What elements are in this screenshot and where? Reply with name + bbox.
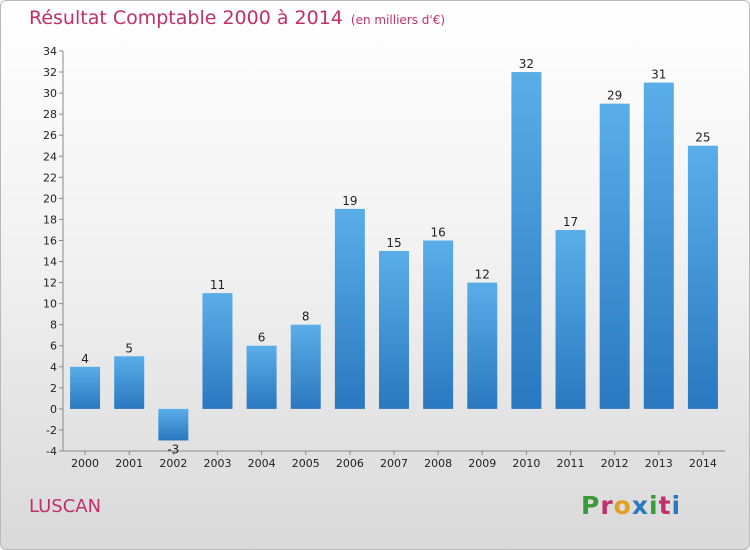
data-label: 29 <box>607 89 622 103</box>
proxiti-logo: Proxiti <box>581 491 681 520</box>
y-tick-label: -2 <box>46 424 57 437</box>
data-label: 5 <box>125 341 133 355</box>
x-tick-label: 2010 <box>512 457 540 470</box>
x-tick-label: 2003 <box>203 457 231 470</box>
x-tick-label: 2005 <box>292 457 320 470</box>
y-tick-label: 28 <box>43 108 57 121</box>
y-tick-label: 4 <box>50 361 57 374</box>
chart-title: Résultat Comptable 2000 à 2014 (en millie… <box>29 7 445 29</box>
data-label: 4 <box>81 352 89 366</box>
bar <box>290 324 321 409</box>
bar <box>555 229 586 409</box>
y-tick-label: 0 <box>50 403 57 416</box>
y-tick-label: 24 <box>43 150 57 163</box>
data-label: 17 <box>563 215 578 229</box>
x-tick-label: 2011 <box>557 457 585 470</box>
chart-data-labels: 4 5 -3 11 6 8 19 15 16 12 32 17 29 31 25 <box>81 57 710 456</box>
bar <box>114 356 145 409</box>
logo-letter: x <box>631 491 649 520</box>
y-tick-label: 22 <box>43 171 57 184</box>
data-label: 19 <box>342 194 357 208</box>
chart-subtitle: (en milliers d'€) <box>350 13 446 27</box>
y-tick-label: 20 <box>43 192 57 205</box>
data-label: 11 <box>210 278 225 292</box>
logo-letter: r <box>600 491 614 520</box>
x-tick-label: 2006 <box>336 457 364 470</box>
bar <box>687 145 718 409</box>
x-tick-label: 2008 <box>424 457 452 470</box>
bar <box>158 408 189 441</box>
y-tick-label: 14 <box>43 256 57 269</box>
bar <box>334 208 365 409</box>
y-tick-label: 32 <box>43 66 57 79</box>
x-tick-label: 2012 <box>601 457 629 470</box>
bar <box>511 72 542 409</box>
logo-letter: t <box>658 491 672 520</box>
bar <box>467 282 498 409</box>
chart-bars <box>70 72 718 441</box>
x-tick-label: 2007 <box>380 457 408 470</box>
logo-letter: o <box>613 491 632 520</box>
x-tick-label: 2009 <box>468 457 496 470</box>
bar <box>246 345 277 409</box>
x-tick-label: 2014 <box>689 457 717 470</box>
bar <box>643 82 674 409</box>
x-tick-label: 2001 <box>115 457 143 470</box>
x-tick-label: 2004 <box>248 457 276 470</box>
y-tick-label: 30 <box>43 87 57 100</box>
y-tick-label: -4 <box>46 445 57 458</box>
data-label: 16 <box>430 225 445 239</box>
y-tick-label: 2 <box>50 382 57 395</box>
data-label: 31 <box>651 68 666 82</box>
bar <box>202 293 233 409</box>
y-tick-label: 10 <box>43 298 57 311</box>
bar <box>70 366 101 409</box>
data-label: 15 <box>386 236 401 250</box>
data-label: -3 <box>167 442 179 456</box>
data-label: 12 <box>475 268 490 282</box>
data-label: 32 <box>519 57 534 71</box>
x-tick-label: 2000 <box>71 457 99 470</box>
y-tick-label: 16 <box>43 234 57 247</box>
x-tick-label: 2002 <box>159 457 187 470</box>
y-tick-label: 8 <box>50 319 57 332</box>
y-tick-label: 6 <box>50 340 57 353</box>
data-label: 6 <box>258 331 266 345</box>
bar <box>599 103 630 409</box>
title-text: Résultat Comptable 2000 à 2014 <box>29 7 343 29</box>
logo-letter: i <box>649 491 659 520</box>
commune-name: LUSCAN <box>29 496 102 517</box>
bar <box>379 251 409 409</box>
y-tick-label: 18 <box>43 213 57 226</box>
data-label: 8 <box>302 310 310 324</box>
x-tick-label: 2013 <box>645 457 673 470</box>
y-tick-label: 26 <box>43 129 57 142</box>
bar <box>423 240 454 409</box>
y-tick-label: 34 <box>43 45 57 58</box>
y-tick-label: 12 <box>43 277 57 290</box>
logo-letter: i <box>671 491 682 520</box>
logo-letter: P <box>581 491 601 520</box>
data-label: 25 <box>695 131 710 145</box>
